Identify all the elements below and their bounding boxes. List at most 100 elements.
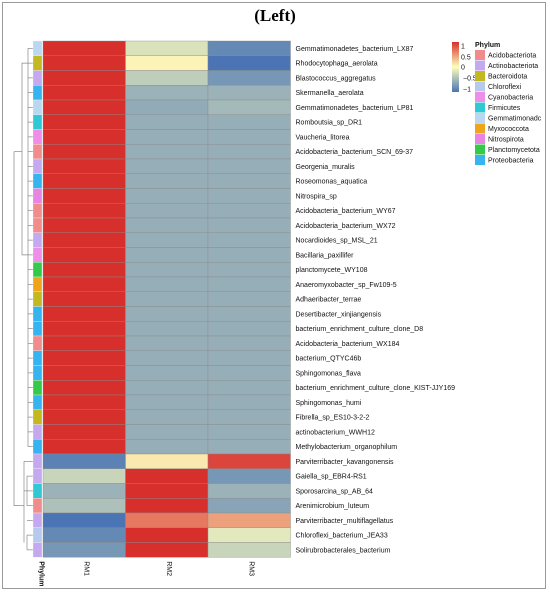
heatmap-cell <box>42 498 126 514</box>
row-label: planctomycete_WY108 <box>296 267 368 274</box>
legend-item-label: Myxococcota <box>488 126 529 133</box>
heatmap-cell <box>125 394 209 410</box>
heatmap-cell <box>42 291 126 307</box>
legend-item-label: Gemmatimonadc <box>488 116 542 123</box>
heatmap-cell <box>207 40 291 56</box>
heatmap-cell <box>207 158 291 174</box>
figure-frame <box>2 2 546 589</box>
row-dendrogram <box>13 48 33 551</box>
row-label: Romboutsia_sp_DR1 <box>296 120 363 127</box>
heatmap-cell <box>207 217 291 233</box>
phylum-annotation-cell <box>32 291 43 307</box>
heatmap-cell <box>207 439 291 455</box>
heatmap-cell <box>207 409 291 425</box>
heatmap-cell <box>125 350 209 366</box>
color-scale-legend: 1 0.5 0 −0.5 −1 <box>452 42 477 94</box>
heatmap-cell <box>207 144 291 160</box>
row-label: Chloroflexi_bacterium_JEA33 <box>296 533 388 540</box>
phylum-annotation-cell <box>32 424 43 440</box>
dendrogram-branch <box>21 62 28 256</box>
phylum-annotation-cell <box>32 262 43 278</box>
legend-swatch <box>475 81 485 92</box>
heatmap-cell <box>42 512 126 528</box>
heatmap-cell <box>42 365 126 381</box>
row-label: Nocardioides_sp_MSL_21 <box>296 238 378 245</box>
heatmap-cell <box>207 129 291 145</box>
heatmap-cell <box>42 217 126 233</box>
phylum-annotation-cell <box>32 217 43 233</box>
heatmap-cell <box>207 70 291 86</box>
heatmap-cell <box>125 527 209 543</box>
legend-item-label: Chloroflexi <box>488 84 522 91</box>
heatmap-cell <box>207 99 291 115</box>
column-label: RM2 <box>165 561 172 576</box>
legend-swatch <box>475 155 485 165</box>
heatmap-cell <box>125 158 209 174</box>
phylum-annotation-cell <box>32 173 43 189</box>
phylum-annotation-cell <box>32 380 43 396</box>
color-scale-tick-label: 0 <box>461 65 465 72</box>
heatmap-cell <box>42 542 126 558</box>
phylum-annotation-cell <box>32 276 43 292</box>
row-label: Bacillaria_paxillifer <box>296 252 355 259</box>
heatmap-cell <box>42 483 126 499</box>
heatmap-cell <box>125 173 209 189</box>
row-label: Nitrospira_sp <box>296 193 337 200</box>
heatmap-cell <box>42 276 126 292</box>
heatmap-cell <box>42 129 126 145</box>
color-scale-tick-label: −1 <box>463 87 471 94</box>
legend-item-label: Actinobacteriota <box>488 63 538 70</box>
row-label: Gemmatimonadetes_bacterium_LX87 <box>296 46 414 53</box>
row-label: actinobacterium_WWH12 <box>296 429 375 436</box>
row-label: Roseomonas_aquatica <box>296 179 368 186</box>
phylum-annotation-cell <box>32 542 43 558</box>
heatmap-cell <box>125 114 209 130</box>
heatmap-cell <box>207 380 291 396</box>
row-label: Acidobacteria_bacterium_SCN_69-37 <box>296 149 414 156</box>
heatmap-cell <box>125 85 209 101</box>
legend-item-label: Firmicutes <box>488 105 521 112</box>
phylum-annotation-cell <box>32 247 43 263</box>
legend-item-label: Proteobacteria <box>488 158 534 165</box>
heatmap-cell <box>207 335 291 351</box>
heatmap-cell <box>207 498 291 514</box>
heatmap-cell <box>42 527 126 543</box>
phylum-annotation-cell <box>32 439 43 455</box>
phylum-annotation-cell <box>32 129 43 145</box>
phylum-annotation-cell <box>32 114 43 130</box>
color-scale-tick-label: 1 <box>461 44 465 51</box>
phylum-annotation-cell <box>32 512 43 528</box>
heatmap-cell <box>207 114 291 130</box>
heatmap-cell <box>125 542 209 558</box>
heatmap-cell <box>125 409 209 425</box>
column-labels: RM1 RM2 RM3 <box>82 561 254 576</box>
heatmap-cell <box>125 203 209 219</box>
row-label: Gaiella_sp_EBR4-RS1 <box>296 474 367 481</box>
legend-swatch <box>475 113 485 123</box>
row-label: Arenimicrobium_luteum <box>296 503 370 510</box>
row-label: bacterium_QTYC46b <box>296 356 362 363</box>
column-label: RM1 <box>82 561 89 576</box>
heatmap-cell <box>207 276 291 292</box>
phylum-annotation-cell <box>32 203 43 219</box>
row-label: Sporosarcina_sp_AB_64 <box>296 488 374 495</box>
heatmap-cell <box>125 129 209 145</box>
heatmap-cell <box>125 306 209 322</box>
heatmap-cell <box>125 232 209 248</box>
row-label: bacterium_enrichment_culture_clone_D8 <box>296 326 424 333</box>
heatmap-cell <box>42 439 126 455</box>
heatmap-cell <box>125 365 209 381</box>
heatmap-cell <box>42 262 126 278</box>
heatmap-cell <box>42 85 126 101</box>
heatmap-cell <box>42 55 126 71</box>
heatmap-cell <box>125 70 209 86</box>
heatmap-cell <box>42 232 126 248</box>
heatmap-cell <box>125 247 209 263</box>
phylum-annotation-cell <box>32 527 43 543</box>
heatmap-cell <box>207 173 291 189</box>
heatmap-cell <box>42 468 126 484</box>
heatmap-cell <box>42 188 126 204</box>
row-label: Parviterribacter_kavangonensis <box>296 459 395 466</box>
heatmap-cell <box>42 394 126 410</box>
